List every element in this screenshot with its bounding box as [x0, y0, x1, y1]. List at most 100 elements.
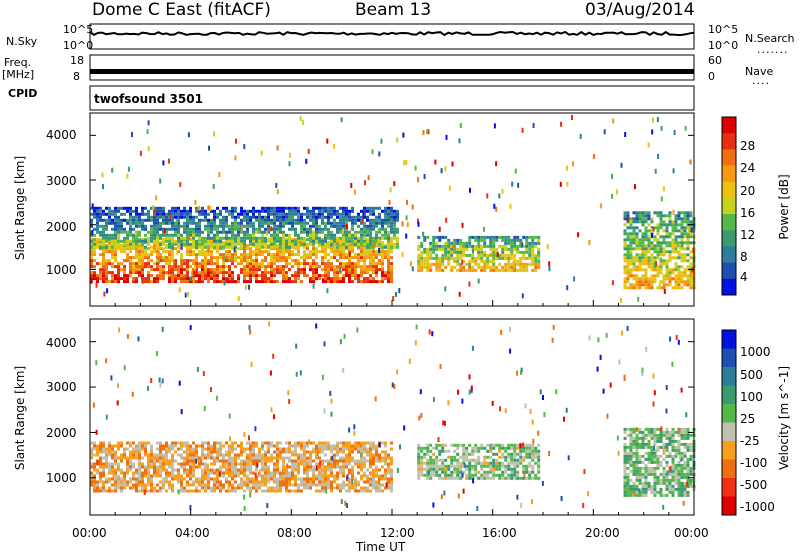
data-cell	[381, 465, 384, 469]
data-cell	[468, 265, 472, 269]
data-cell	[129, 465, 132, 469]
data-cell	[210, 218, 213, 222]
data-cell	[623, 493, 627, 497]
nsky-trace	[89, 30, 695, 37]
data-cell	[315, 444, 318, 448]
data-cell	[222, 462, 225, 466]
data-cell	[198, 489, 201, 493]
data-cell	[369, 274, 372, 278]
data-cell	[680, 265, 684, 269]
data-cell	[339, 247, 342, 251]
data-cell	[249, 277, 252, 281]
data-cell	[683, 235, 687, 239]
data-cell	[96, 486, 99, 490]
data-cell	[120, 477, 123, 481]
data-cell	[93, 444, 96, 448]
data-cell	[369, 256, 372, 260]
data-cell	[138, 215, 141, 219]
data-cell	[96, 262, 99, 266]
data-cell	[378, 227, 381, 231]
data-cell	[186, 209, 189, 213]
data-cell	[465, 446, 469, 450]
scatter-echo	[566, 165, 568, 171]
data-cell	[453, 250, 457, 254]
data-cell	[123, 227, 126, 231]
data-cell	[456, 256, 460, 260]
data-cell	[471, 452, 475, 456]
data-cell	[282, 236, 285, 240]
data-cell	[126, 218, 129, 222]
data-cell	[267, 215, 270, 219]
data-cell	[626, 280, 630, 284]
data-cell	[363, 242, 366, 246]
velocity-cbar-tick: -100	[740, 456, 768, 470]
data-cell	[456, 253, 460, 257]
data-cell	[644, 259, 648, 263]
data-cell	[417, 262, 421, 266]
data-cell	[267, 224, 270, 228]
data-cell	[306, 462, 309, 466]
data-cell	[390, 456, 393, 460]
data-cell	[668, 253, 672, 257]
data-cell	[333, 209, 336, 213]
data-cell	[99, 465, 102, 469]
data-cell	[156, 236, 159, 240]
data-cell	[96, 447, 99, 451]
data-cell	[483, 473, 487, 477]
data-cell	[321, 262, 324, 266]
data-cell	[387, 456, 390, 460]
data-cell	[282, 224, 285, 228]
data-cell	[345, 221, 348, 225]
data-cell	[342, 465, 345, 469]
data-cell	[132, 256, 135, 260]
data-cell	[483, 476, 487, 480]
data-cell	[489, 464, 493, 468]
data-cell	[312, 480, 315, 484]
data-cell	[336, 274, 339, 278]
data-cell	[525, 467, 529, 471]
data-cell	[384, 253, 387, 257]
data-cell	[534, 253, 538, 257]
data-cell	[351, 227, 354, 231]
data-cell	[680, 220, 684, 224]
data-cell	[330, 486, 333, 490]
data-cell	[495, 467, 499, 471]
data-cell	[507, 473, 511, 477]
data-cell	[210, 453, 213, 457]
data-cell	[387, 256, 390, 260]
data-cell	[360, 486, 363, 490]
data-cell	[165, 468, 168, 472]
data-cell	[261, 483, 264, 487]
data-cell	[387, 477, 390, 481]
data-cell	[384, 486, 387, 490]
data-cell	[315, 230, 318, 234]
data-cell	[162, 465, 165, 469]
data-cell	[623, 223, 627, 227]
data-cell	[429, 256, 433, 260]
data-cell	[90, 256, 93, 260]
data-cell	[165, 239, 168, 243]
data-cell	[204, 474, 207, 478]
data-cell	[135, 453, 138, 457]
data-cell	[162, 486, 165, 490]
data-cell	[507, 455, 511, 459]
data-cell	[252, 483, 255, 487]
data-cell	[141, 242, 144, 246]
data-cell	[234, 233, 237, 237]
data-cell	[210, 262, 213, 266]
data-cell	[162, 459, 165, 463]
data-cell	[360, 468, 363, 472]
scatter-echo	[637, 296, 640, 302]
data-cell	[327, 227, 330, 231]
data-cell	[357, 212, 360, 216]
data-cell	[213, 233, 216, 237]
data-cell	[96, 241, 99, 245]
data-cell	[276, 441, 279, 445]
data-cell	[348, 265, 351, 269]
data-cell	[258, 480, 261, 484]
data-cell	[186, 212, 189, 216]
data-cell	[297, 218, 300, 222]
data-cell	[501, 256, 505, 260]
data-cell	[273, 486, 276, 490]
data-cell	[138, 268, 141, 272]
